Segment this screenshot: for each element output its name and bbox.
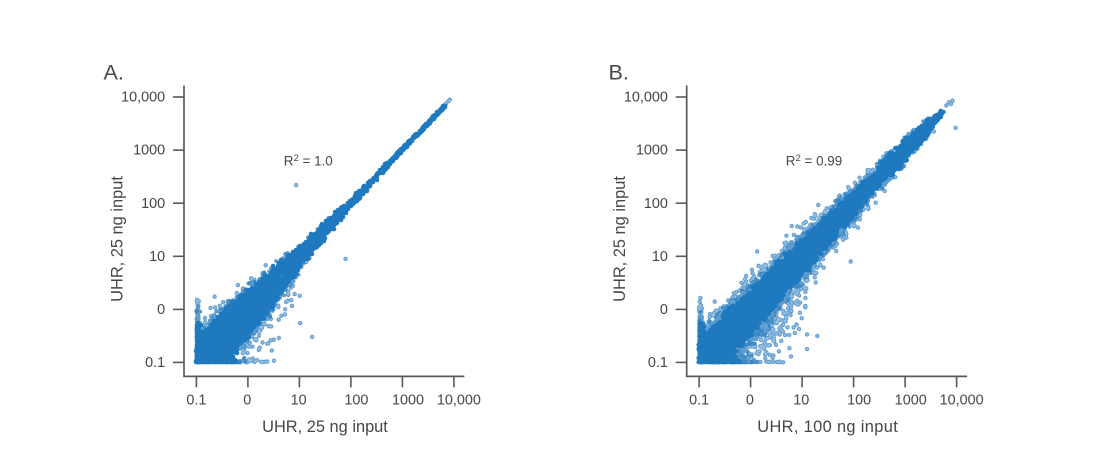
svg-text:UHR, 25 ng input: UHR, 25 ng input: [262, 418, 388, 436]
svg-text:R2 = 0.99: R2 = 0.99: [786, 153, 842, 168]
svg-text:R2 = 1.0: R2 = 1.0: [284, 153, 333, 168]
svg-text:B.: B.: [609, 61, 629, 85]
svg-text:UHR, 100 ng input: UHR, 100 ng input: [757, 418, 898, 436]
svg-text:A.: A.: [104, 61, 124, 85]
